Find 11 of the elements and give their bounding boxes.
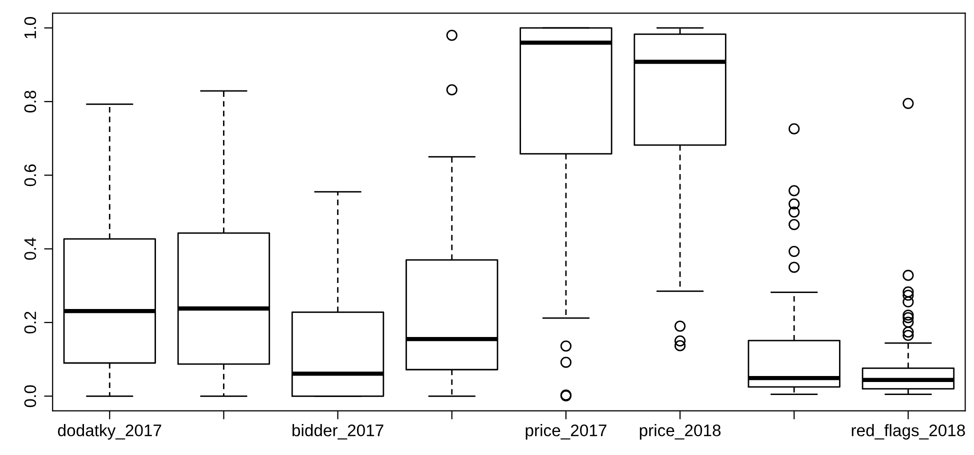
x-tick-label: price_2018 <box>640 424 721 440</box>
x-tick-label: price_2017 <box>526 424 606 440</box>
y-tick-label: 0.0 <box>24 385 36 408</box>
y-tick-label: 1.0 <box>24 16 36 38</box>
y-tick-label: 0.2 <box>24 312 36 334</box>
x-tick-label: bidder_2017 <box>292 424 384 440</box>
y-tick-label: 0.6 <box>24 164 36 186</box>
y-tick-label: 0.4 <box>24 238 36 260</box>
x-tick-label: red_flags_2018 <box>852 424 965 440</box>
y-tick-label: 0.8 <box>24 90 36 112</box>
x-tick-label: dodatky_2017 <box>58 424 162 440</box>
